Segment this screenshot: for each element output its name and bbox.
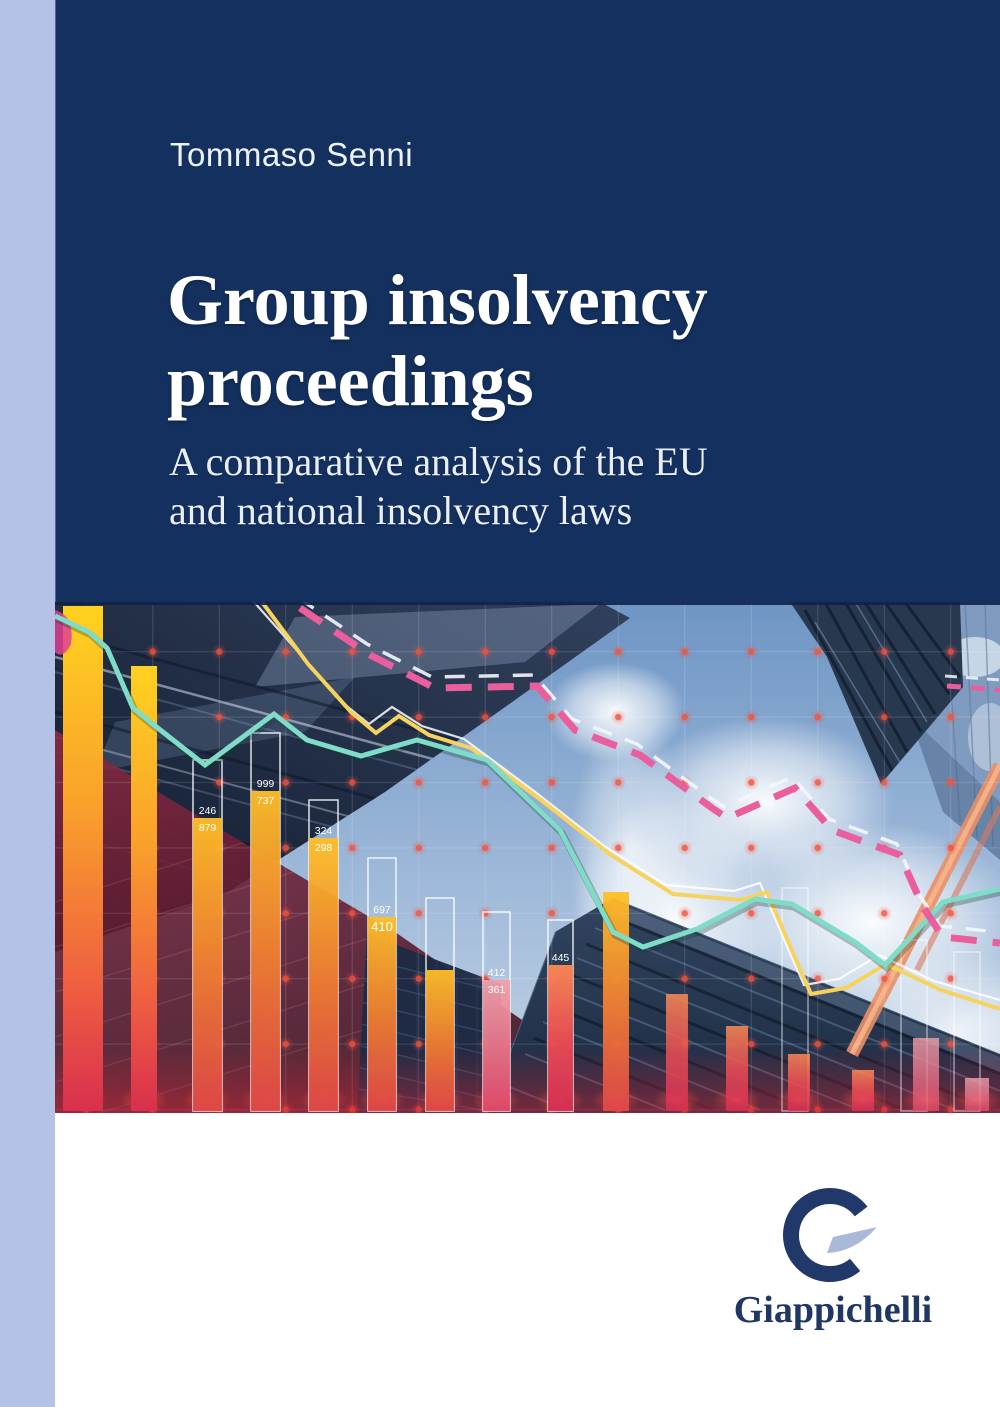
white-trend-line — [253, 602, 1000, 1002]
giappichelli-logo — [783, 1188, 877, 1283]
spine-strip — [0, 0, 55, 1407]
bar-value: 410 — [371, 919, 393, 934]
title-line-1: Group insolvency — [167, 260, 708, 340]
cover-top-panel: Tommaso Senni Group insolvency proceedin… — [55, 0, 1000, 602]
bar-value: 445 — [552, 952, 570, 964]
white-dash-segment — [944, 674, 1000, 682]
bar-value: 361 — [488, 984, 506, 996]
bar-value: 737 — [257, 795, 275, 807]
subtitle-line-1: A comparative analysis of the EU — [169, 439, 708, 484]
white-dashed-line — [301, 602, 998, 934]
author-name: Tommaso Senni — [170, 136, 414, 173]
book-subtitle: A comparative analysis of the EU and nat… — [169, 437, 708, 535]
bar-value: 999 — [257, 778, 275, 790]
bar-value: 412 — [488, 967, 506, 979]
cover-photo: 246 879 999 737 324 298 697 410 412 361 … — [55, 602, 1000, 1113]
pink-dashed-line — [298, 605, 1000, 947]
trend-lines — [55, 602, 1000, 1011]
chart-bars: 246 879 999 737 324 298 697 410 412 361 … — [59, 606, 1000, 1113]
book-title: Group insolvency proceedings — [167, 260, 708, 422]
publisher-name: Giappichelli — [733, 1289, 933, 1331]
bar-fills — [193, 791, 573, 1111]
pink-dash-segment — [946, 683, 1000, 693]
bar-value: 298 — [315, 842, 333, 854]
title-line-2: proceedings — [167, 341, 534, 421]
yellow-trend-line — [260, 602, 1000, 1011]
bar-value-labels: 246 879 999 737 324 298 697 410 412 361 … — [199, 778, 570, 996]
arrow-icon — [827, 1227, 877, 1253]
cover-bottom-panel — [55, 1113, 1000, 1407]
g-mark-icon — [783, 1188, 868, 1283]
bar-value: 879 — [199, 822, 217, 834]
bar-value: 697 — [373, 904, 391, 916]
teal-trend-line — [55, 613, 1000, 969]
subtitle-line-2: and national insolvency laws — [169, 488, 633, 533]
photo-top-edge — [55, 602, 1000, 605]
bar-value: 246 — [199, 805, 217, 817]
red-bars — [603, 892, 989, 1111]
bar-value: 324 — [315, 825, 333, 837]
